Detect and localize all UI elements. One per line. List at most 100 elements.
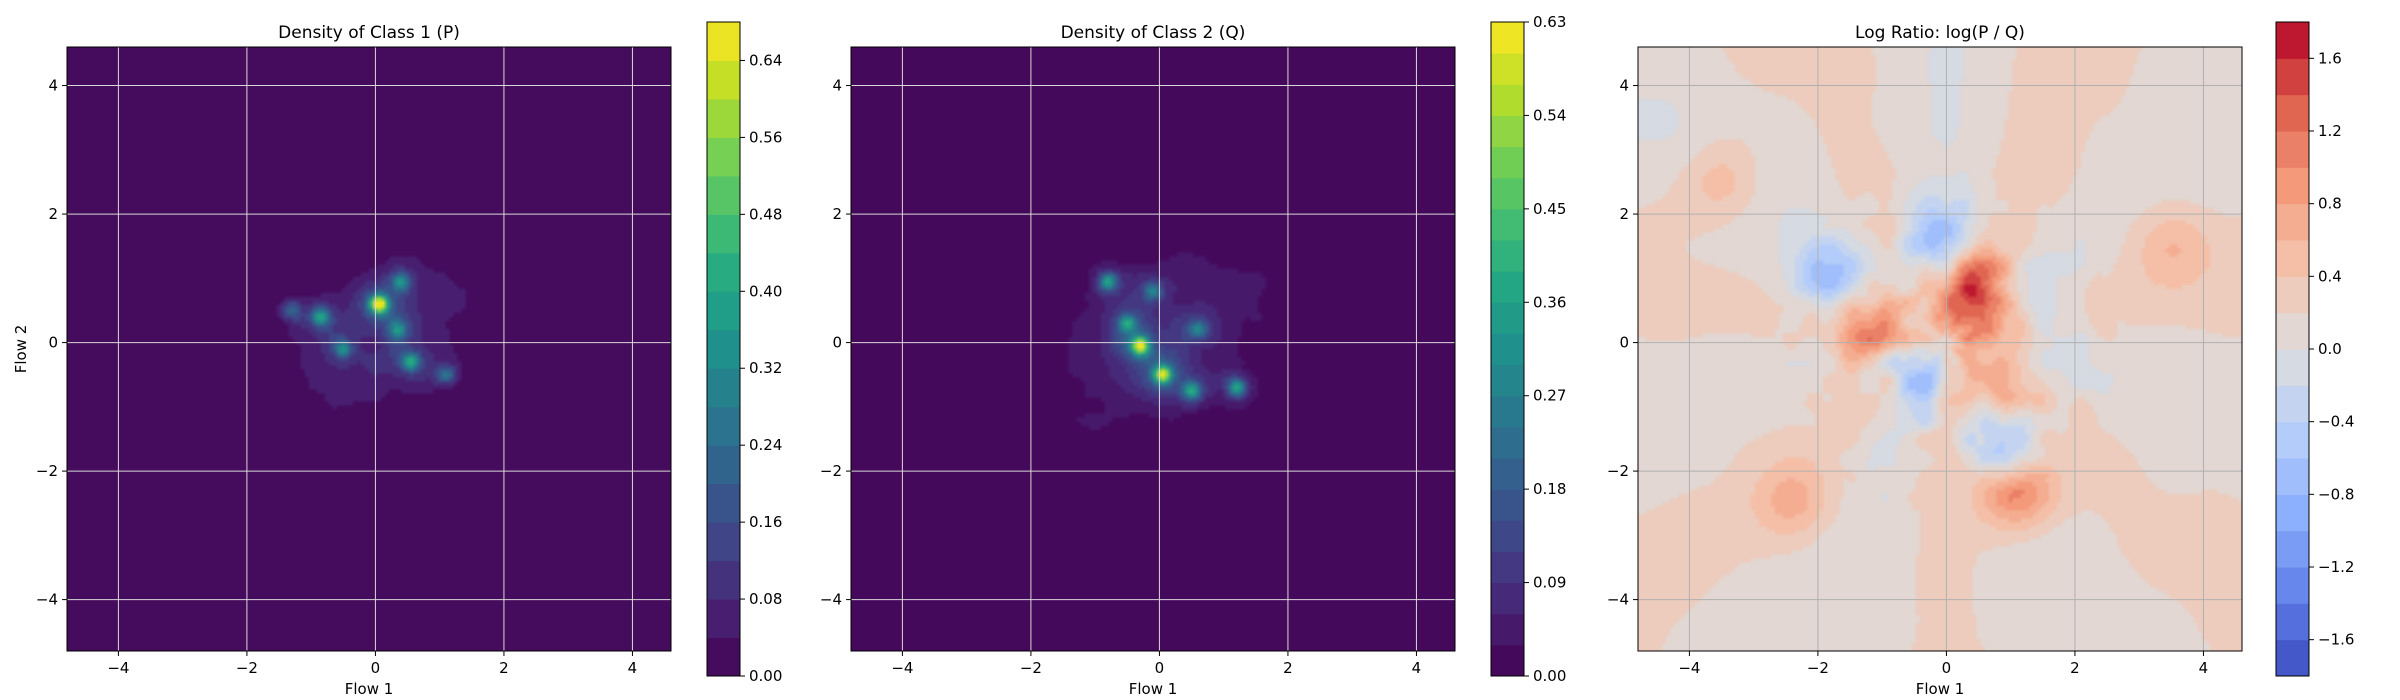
colorbar-level	[2276, 94, 2309, 132]
x-tick-label: 0	[1155, 659, 1165, 677]
colorbar-tick-label: 0.4	[2318, 267, 2342, 285]
colorbar-level	[1491, 520, 1524, 552]
colorbar-level	[1491, 489, 1524, 521]
colorbar-level	[1491, 271, 1524, 303]
colorbar-tick-label: 0.54	[1533, 106, 1566, 124]
colorbar-level	[2276, 603, 2309, 641]
colorbar-level	[2276, 22, 2309, 59]
colorbar-level	[1491, 53, 1524, 85]
colorbar-level	[2276, 421, 2309, 459]
colorbar-tick-label: 0.45	[1533, 200, 1566, 218]
panel-2: −4 −2 0 2 4 −4 −2 0 2 4 Density of Class 2 (Q) Flow…	[820, 13, 1567, 698]
y-tick-label: 0	[1619, 334, 1629, 352]
colorbar-level	[707, 214, 740, 254]
colorbar-tick-label: 0.08	[749, 590, 782, 608]
x-tick-label: −2	[1020, 659, 1042, 677]
colorbar-frame	[1490, 21, 1525, 677]
chart-title: Log Ratio: log(P / Q)	[1855, 23, 2025, 43]
chart-title: Density of Class 2 (Q)	[1061, 23, 1246, 43]
colorbar-level	[2276, 385, 2309, 423]
colorbar-level	[2276, 494, 2309, 532]
colorbar-level	[707, 60, 740, 100]
y-tick-label: −2	[1607, 462, 1629, 480]
colorbar-level	[1491, 644, 1524, 677]
colorbar-tick-label: 0.36	[1533, 293, 1566, 311]
colorbar-tick-label: 0.63	[1533, 13, 1566, 31]
colorbar-tick-label: 0.27	[1533, 387, 1566, 405]
colorbar-level	[707, 329, 740, 369]
heatmap-image	[1638, 47, 2242, 651]
colorbar-tick-label: 0.24	[749, 436, 782, 454]
y-tick-label: 2	[48, 205, 58, 223]
y-tick-label: −4	[36, 591, 58, 609]
colorbar-level	[707, 137, 740, 177]
colorbar-level	[1491, 146, 1524, 179]
x-tick-label: 2	[1283, 659, 1293, 677]
colorbar-level	[2276, 639, 2309, 677]
colorbar-level	[1491, 333, 1524, 366]
colorbar-level	[2276, 567, 2309, 604]
x-tick-label: −2	[1807, 659, 1829, 677]
panel-1: −4 −2 0 2 4 −4 −2 0 2 4 Density of Class 1 (P) Flow…	[12, 21, 782, 698]
colorbar-level	[1491, 208, 1524, 241]
x-tick-label: 2	[499, 659, 509, 677]
colorbar-tick-label: 0.64	[749, 51, 782, 69]
colorbar-tick-label: 0.16	[749, 513, 782, 531]
colorbar-level	[1491, 22, 1524, 54]
colorbar-level	[2276, 349, 2309, 386]
colorbar-level	[707, 483, 740, 523]
colorbar-level	[2276, 312, 2309, 350]
y-tick-label: 4	[832, 77, 842, 95]
colorbar-tick-label: 0.56	[749, 128, 782, 146]
x-axis-label: Flow 1	[1129, 680, 1178, 698]
axes-frame	[1637, 46, 2243, 652]
colorbar-level	[1491, 551, 1524, 584]
colorbar-level	[2276, 167, 2309, 205]
colorbar-level	[707, 522, 740, 562]
colorbar-frame	[706, 21, 741, 677]
y-axis-label: Flow 2	[12, 325, 30, 374]
x-axis-label: Flow 1	[1916, 680, 1965, 698]
axes-frame	[66, 46, 672, 652]
colorbar-level	[707, 368, 740, 408]
x-tick-label: 0	[371, 659, 381, 677]
colorbar-tick-label: −0.4	[2318, 413, 2354, 431]
colorbar-level	[1491, 177, 1524, 210]
colorbar-tick-label: 0.32	[749, 359, 782, 377]
colorbar-tick-label: 0.0	[2318, 340, 2342, 358]
x-tick-label: 4	[2199, 659, 2209, 677]
colorbar-tick-label: 0.18	[1533, 480, 1566, 498]
y-tick-label: 4	[1619, 77, 1629, 95]
colorbar-level	[707, 406, 740, 446]
colorbar-level	[1491, 84, 1524, 116]
axes-frame	[850, 46, 1456, 652]
colorbar-tick-label: 1.6	[2318, 49, 2342, 67]
colorbar-tick-label: 0.00	[1533, 667, 1566, 685]
colorbar-level	[707, 445, 740, 485]
y-tick-label: −2	[36, 462, 58, 480]
colorbar-level	[1491, 613, 1524, 646]
heatmap-image	[67, 47, 671, 651]
colorbar-tick-label: −1.2	[2318, 558, 2354, 576]
y-tick-label: 4	[48, 77, 58, 95]
colorbar-level	[2276, 203, 2309, 241]
y-tick-label: 2	[1619, 205, 1629, 223]
colorbar-level	[707, 175, 740, 215]
x-axis-label: Flow 1	[345, 680, 394, 698]
colorbar-level	[707, 22, 740, 61]
colorbar-level	[2276, 240, 2309, 277]
colorbar-level	[1491, 458, 1524, 490]
colorbar-tick-label: −1.6	[2318, 631, 2354, 649]
colorbar-level	[707, 291, 740, 331]
y-tick-label: −4	[1607, 591, 1629, 609]
y-tick-label: 0	[48, 334, 58, 352]
colorbar-level	[1491, 240, 1524, 272]
x-tick-label: 0	[1942, 659, 1952, 677]
panel-3: −4 −2 0 2 4 −4 −2 0 2 4 Log Ratio: log(P / Q) Flow …	[1607, 21, 2354, 698]
y-tick-label: −2	[820, 462, 842, 480]
x-tick-label: −4	[891, 659, 913, 677]
x-tick-label: −2	[236, 659, 258, 677]
x-tick-label: −4	[107, 659, 129, 677]
y-tick-label: 0	[832, 334, 842, 352]
